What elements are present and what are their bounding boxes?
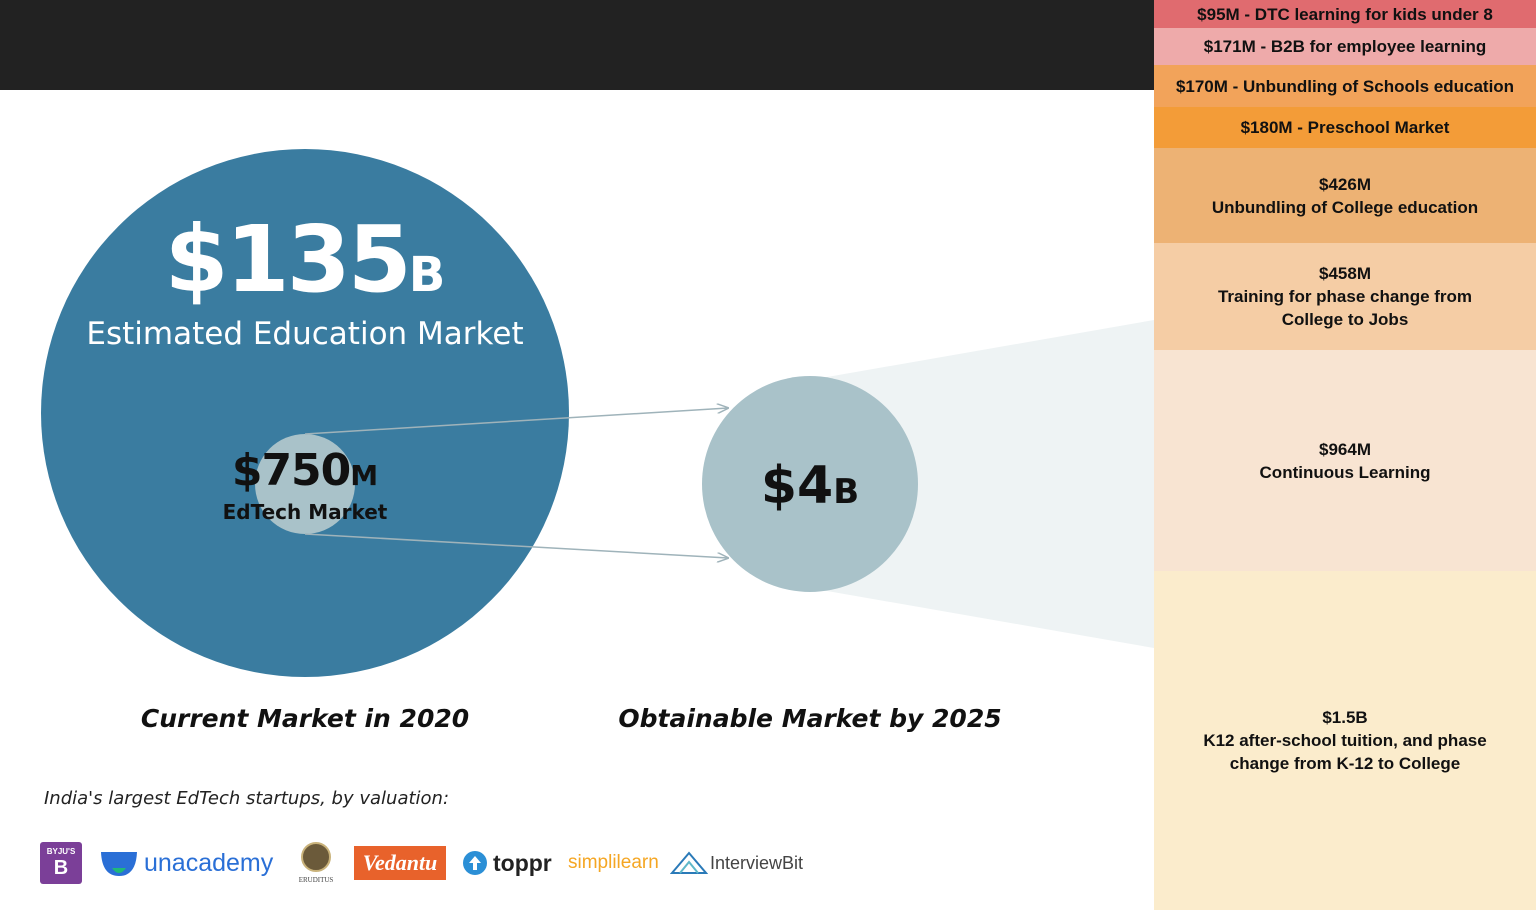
education-market-amount: $135 <box>164 206 412 313</box>
segment-line: Unbundling of College education <box>1211 197 1479 217</box>
current-market-caption: Current Market in 2020 <box>140 704 470 733</box>
edtech-market-circle <box>255 434 355 534</box>
projection-funnel <box>810 320 1154 648</box>
education-market-label: Estimated Education Market <box>86 316 524 352</box>
unacademy-logo: unacademy <box>100 838 280 888</box>
obtainable-market-circle <box>702 376 918 592</box>
education-market-circle <box>41 149 569 677</box>
eruditus-logo: ERUDITUS <box>292 838 340 888</box>
segment-line: $426M <box>1319 174 1371 194</box>
segment-schools-unbundling: $170M - Unbundling of Schools education <box>1154 65 1536 107</box>
segment-line: $1.5B <box>1322 708 1368 727</box>
segment-line: $171M - B2B for employee learning <box>1203 37 1487 56</box>
segment-college-unbundling: $426M Unbundling of College education <box>1154 148 1536 243</box>
eruditus-logo-text: ERUDITUS <box>298 876 334 884</box>
obtainable-market-caption: Obtainable Market by 2025 <box>618 704 1002 733</box>
edtech-market-value: $750M <box>205 446 405 501</box>
market-segments-stack: $95M - DTC learning for kids under 8 $17… <box>1154 0 1536 910</box>
toppr-icon <box>463 851 487 875</box>
obtainable-market-unit: B <box>833 472 860 512</box>
segment-line: $964M <box>1319 439 1371 459</box>
obtainable-market-value: $4B <box>710 456 910 522</box>
byjus-logo-text: BYJU'S <box>46 847 76 856</box>
segment-line: Continuous Learning <box>1259 462 1431 482</box>
education-market-unit: B <box>408 247 446 303</box>
segment-line: $458M <box>1319 264 1371 283</box>
arrow-top <box>304 408 728 435</box>
edtech-market-label: EdTech Market <box>222 500 388 524</box>
interviewbit-logo: InterviewBit <box>670 838 810 888</box>
startups-heading: India's largest EdTech startups, by valu… <box>44 788 450 809</box>
vedantu-logo: Vedantu <box>354 838 446 888</box>
segment-line: $95M - DTC learning for kids under 8 <box>1197 4 1493 24</box>
unacademy-logo-text: unacademy <box>144 848 274 877</box>
interviewbit-icon <box>670 851 708 874</box>
segment-line: $180M - Preschool Market <box>1240 118 1450 137</box>
segment-line: K12 after-school tuition, and phase <box>1203 731 1487 750</box>
vedantu-logo-text: Vedantu <box>362 850 438 875</box>
segment-line: $170M - Unbundling of Schools education <box>1175 76 1515 96</box>
segment-college-to-jobs: $458M Training for phase change from Colle… <box>1154 243 1536 350</box>
segment-continuous-learning: $964M Continuous Learning <box>1154 350 1536 571</box>
byjus-logo: BYJU'S B <box>40 838 86 888</box>
toppr-logo: toppr <box>462 838 556 888</box>
edtech-market-amount: $750 <box>231 445 351 496</box>
segment-line: change from K-12 to College <box>1229 754 1461 773</box>
segment-line: Training for phase change from <box>1217 287 1473 306</box>
segment-k12-tuition: $1.5B K12 after-school tuition, and phase… <box>1154 571 1536 910</box>
market-diagram <box>41 149 1154 677</box>
segment-preschool: $180M - Preschool Market <box>1154 107 1536 148</box>
edtech-market-unit: M <box>350 459 379 492</box>
obtainable-market-amount: $4 <box>760 456 834 516</box>
top-banner <box>0 0 1154 90</box>
unacademy-icon <box>101 852 137 876</box>
eruditus-emblem-icon <box>301 842 331 872</box>
toppr-logo-text: toppr <box>493 849 552 876</box>
interviewbit-logo-text: InterviewBit <box>710 852 804 873</box>
simplilearn-logo: simplilearn <box>568 838 660 888</box>
simplilearn-logo-text: simplilearn <box>568 852 659 873</box>
education-market-value: $135B <box>105 208 505 327</box>
arrow-bottom <box>304 533 728 558</box>
segment-dtc-kids: $95M - DTC learning for kids under 8 <box>1154 0 1536 28</box>
startup-logos: BYJU'S B unacademy ERUDITUS Vedantu topp… <box>40 838 810 888</box>
segment-line: College to Jobs <box>1281 310 1409 329</box>
segment-b2b-employee: $171M - B2B for employee learning <box>1154 28 1536 65</box>
